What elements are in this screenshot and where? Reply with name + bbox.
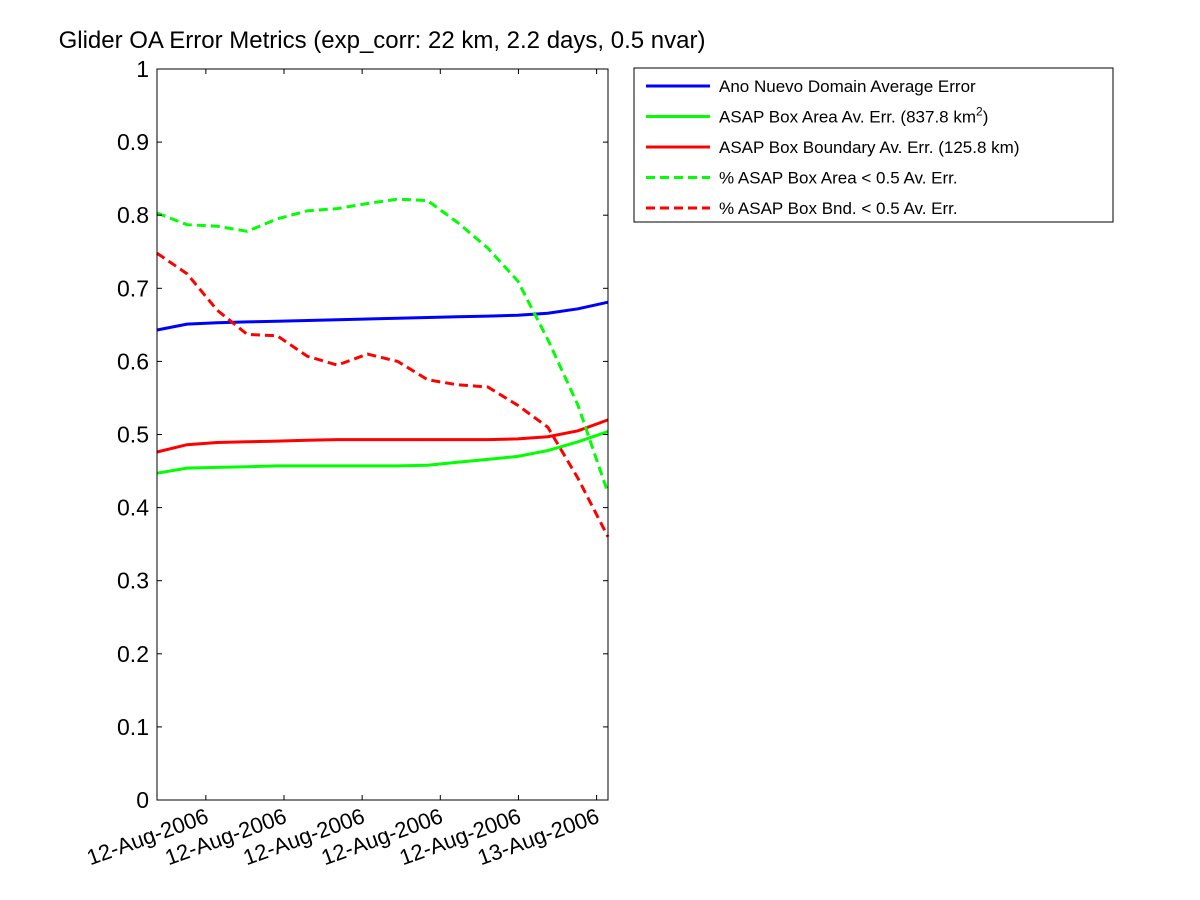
y-tick-label: 0.8 (117, 202, 149, 228)
legend-label-1: ASAP Box Area Av. Err. (837.8 km2) (719, 105, 988, 127)
y-tick-label: 0.6 (117, 348, 149, 374)
chart-title: Glider OA Error Metrics (exp_corr: 22 km… (59, 27, 706, 54)
legend-label-text: ASAP Box Boundary Av. Err. (125.8 km) (719, 138, 1019, 157)
y-tick-label: 0 (136, 787, 149, 813)
y-tick-label: 0.9 (117, 129, 149, 155)
y-tick-label: 0.3 (117, 568, 149, 594)
legend-label-text: Ano Nuevo Domain Average Error (719, 77, 976, 96)
series-line-2 (156, 418, 609, 454)
legend-label-text: % ASAP Box Area < 0.5 Av. Err. (719, 169, 958, 188)
legend-label-text: ASAP Box Area Av. Err. (837.8 km (719, 108, 976, 127)
series-line-4 (156, 251, 610, 538)
plot-area-frame (156, 68, 609, 801)
y-tick-label: 0.1 (117, 714, 149, 740)
legend-box (633, 67, 1114, 223)
y-tick-label: 0.7 (117, 275, 149, 301)
y-tick-label: 0.2 (117, 641, 149, 667)
legend-label-2: ASAP Box Boundary Av. Err. (125.8 km) (719, 138, 1019, 157)
y-tick-label: 0.4 (117, 495, 149, 521)
legend-label-sup: 2 (976, 105, 983, 119)
axes-layer: 00.10.20.30.40.50.60.70.80.9112-Aug-2006… (83, 56, 608, 870)
legend-label-3: % ASAP Box Area < 0.5 Av. Err. (719, 169, 958, 188)
legend-label-tail: ) (983, 108, 989, 127)
legend-label-text: % ASAP Box Bnd. < 0.5 Av. Err. (719, 199, 958, 218)
series-layer (156, 197, 610, 538)
series-line-3 (156, 197, 610, 494)
y-tick-label: 1 (136, 56, 149, 82)
series-line-1 (156, 430, 609, 475)
legend-label-4: % ASAP Box Bnd. < 0.5 Av. Err. (719, 199, 958, 218)
legend: Ano Nuevo Domain Average Error ASAP Box A… (633, 67, 1114, 223)
legend-label-0: Ano Nuevo Domain Average Error (719, 77, 976, 96)
y-tick-label: 0.5 (117, 422, 149, 448)
